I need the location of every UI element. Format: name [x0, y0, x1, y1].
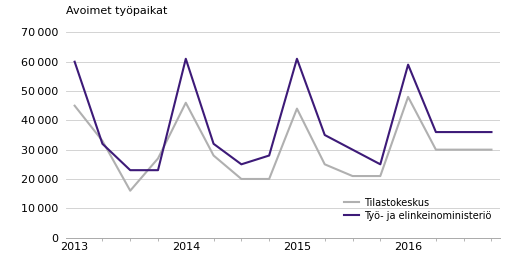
Työ- ja elinkeinoministeriö	[210, 142, 216, 146]
Legend: Tilastokeskus, Työ- ja elinkeinoministeriö: Tilastokeskus, Työ- ja elinkeinominister…	[340, 194, 494, 225]
Työ- ja elinkeinoministeriö	[182, 57, 188, 60]
Line: Tilastokeskus: Tilastokeskus	[74, 97, 491, 191]
Työ- ja elinkeinoministeriö	[321, 133, 327, 137]
Tilastokeskus	[404, 95, 410, 99]
Tilastokeskus	[432, 148, 438, 151]
Tilastokeskus	[127, 189, 133, 192]
Tilastokeskus	[155, 157, 161, 160]
Työ- ja elinkeinoministeriö	[99, 142, 105, 146]
Tilastokeskus	[99, 139, 105, 143]
Työ- ja elinkeinoministeriö	[349, 148, 355, 151]
Text: Avoimet työpaikat: Avoimet työpaikat	[66, 6, 167, 16]
Työ- ja elinkeinoministeriö	[377, 163, 383, 166]
Työ- ja elinkeinoministeriö	[266, 154, 272, 157]
Työ- ja elinkeinoministeriö	[404, 63, 410, 66]
Tilastokeskus	[349, 174, 355, 178]
Työ- ja elinkeinoministeriö	[432, 130, 438, 134]
Line: Työ- ja elinkeinoministeriö: Työ- ja elinkeinoministeriö	[74, 59, 491, 170]
Työ- ja elinkeinoministeriö	[155, 168, 161, 172]
Työ- ja elinkeinoministeriö	[127, 168, 133, 172]
Tilastokeskus	[71, 104, 77, 107]
Työ- ja elinkeinoministeriö	[460, 130, 466, 134]
Tilastokeskus	[182, 101, 188, 104]
Työ- ja elinkeinoministeriö	[71, 60, 77, 63]
Tilastokeskus	[488, 148, 494, 151]
Tilastokeskus	[321, 163, 327, 166]
Tilastokeskus	[266, 177, 272, 181]
Tilastokeskus	[293, 107, 299, 110]
Tilastokeskus	[238, 177, 244, 181]
Työ- ja elinkeinoministeriö	[293, 57, 299, 60]
Työ- ja elinkeinoministeriö	[238, 163, 244, 166]
Tilastokeskus	[460, 148, 466, 151]
Tilastokeskus	[210, 154, 216, 157]
Työ- ja elinkeinoministeriö	[488, 130, 494, 134]
Tilastokeskus	[377, 174, 383, 178]
